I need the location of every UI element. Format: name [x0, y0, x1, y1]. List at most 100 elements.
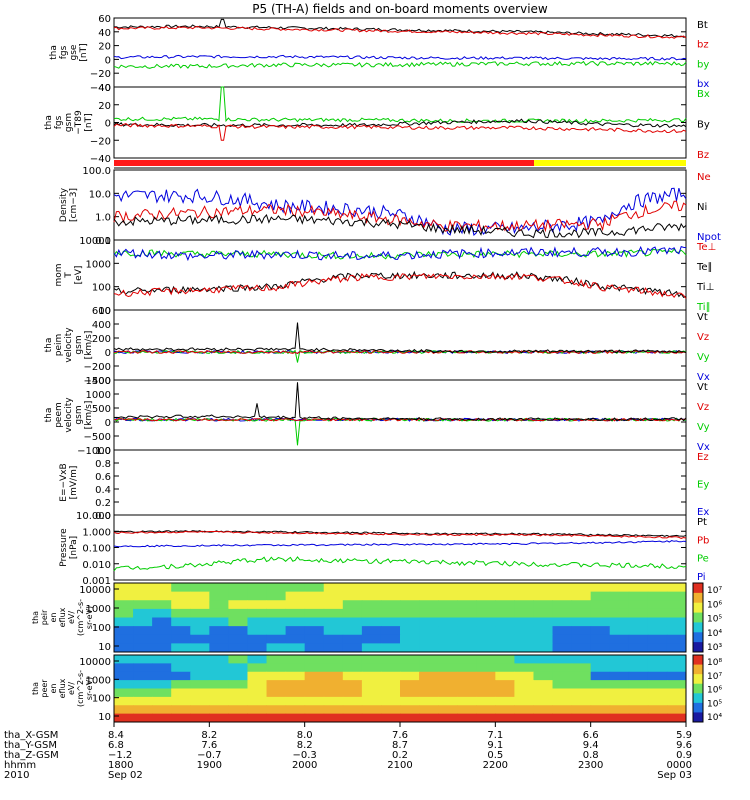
spectrogram-cell: [152, 671, 172, 681]
spectrogram-cell: [209, 643, 229, 653]
spectrogram-cell: [323, 680, 344, 690]
y-axis-label-line: tha: [49, 45, 59, 60]
series-line: [113, 382, 687, 422]
spectrogram-cell: [152, 696, 172, 706]
y-tick-label: 20: [98, 42, 111, 53]
spectrogram-cell: [400, 583, 420, 593]
spectrogram-cell: [476, 600, 496, 610]
spectrogram-cell: [533, 634, 554, 644]
y-axis-label: tha fgs gsm −T89 [nT]: [44, 110, 94, 135]
spectrogram-cell: [247, 617, 268, 627]
spectrogram-cell: [571, 688, 592, 698]
spectrogram-cell: [495, 608, 515, 619]
legend-Vy: Vy: [697, 352, 710, 363]
spectrogram-cell: [133, 680, 153, 690]
spectrogram-cell: [457, 663, 477, 673]
y-axis-label-line: peem: [54, 402, 64, 428]
spectrogram-cell: [438, 617, 458, 627]
spectrogram-cell: [361, 643, 382, 653]
spectrogram-cell: [590, 655, 611, 664]
spectrogram-cell: [628, 663, 649, 673]
spectrogram-cell: [476, 671, 496, 681]
spectrogram-cell: [266, 634, 287, 644]
spectrogram-cell: [380, 663, 401, 673]
spectrogram-cell: [495, 643, 515, 653]
y-tick-label: 10000: [79, 657, 111, 668]
spectrogram-cell: [419, 583, 439, 593]
spectrogram-cell: [552, 680, 573, 690]
y-axis-label-line: gse: [69, 44, 79, 60]
spectrogram-cell: [533, 591, 554, 601]
spectrogram-cell: [552, 591, 573, 601]
panel-frame: [113, 379, 687, 451]
series-line: [113, 417, 687, 422]
spectrogram-cell: [419, 680, 439, 690]
spectrogram-cell: [380, 591, 401, 601]
spectrogram-cell: [323, 663, 344, 673]
y-tick-label: 0.001: [82, 576, 111, 587]
colorbar-tick-label: 10⁸: [707, 658, 722, 668]
spectrogram-cell: [647, 600, 668, 610]
spectrogram-cell: [438, 591, 458, 601]
spectrogram-cell: [438, 696, 458, 706]
colorbar-tick-label: 10⁷: [707, 672, 722, 682]
spectrogram-cell: [133, 583, 153, 593]
legend-Vx: Vx: [697, 442, 710, 453]
spectrogram-cell: [228, 663, 248, 673]
y-axis-label-line: gsm: [74, 405, 84, 424]
spectrogram-cell: [171, 643, 191, 653]
panel-peim-vel: 600 400 200 0 −200 −400 tha peim velocity gsm [km/…: [44, 306, 710, 387]
legend-Bx: Bx: [697, 89, 710, 100]
spectrogram-cell: [438, 583, 458, 593]
spectrogram-cell: [228, 600, 248, 610]
spectrogram-cell: [323, 705, 344, 715]
spectrogram-cell: [361, 634, 382, 644]
spectrogram-cell: [247, 626, 268, 636]
spectrogram-cell: [457, 671, 477, 681]
spectrogram-cell: [533, 643, 554, 653]
spectrogram-cell: [209, 655, 229, 664]
spectrogram-cell: [342, 688, 363, 698]
spectrogram-cell: [209, 688, 229, 698]
spectrogram-cell: [590, 713, 611, 723]
y-tick-label: 10000: [79, 236, 111, 247]
legend-Pi: Pi: [697, 572, 706, 583]
y-axis-label: E=−VxB [mV/m]: [59, 463, 79, 501]
y-axis-label-line: tha: [31, 611, 40, 624]
spectrogram-cell: [571, 705, 592, 715]
spectrogram-cell: [228, 680, 248, 690]
y-tick-label: 0.1: [95, 236, 111, 247]
spectrogram-cell: [247, 713, 268, 723]
y-tick-label: 0.6: [95, 472, 111, 483]
spectrogram-cell: [438, 713, 458, 723]
spectrogram-cell: [514, 688, 534, 698]
legend-Bz: Bz: [697, 150, 709, 161]
spectrogram-cell: [171, 600, 191, 610]
spectrogram-cell: [285, 583, 306, 593]
legend-by: by: [697, 59, 709, 70]
spectrogram-cell: [266, 705, 287, 715]
y-tick-label: −20: [90, 69, 111, 80]
y-axis-label-line: gsm: [74, 335, 84, 354]
spectrogram-cell: [323, 643, 344, 653]
y-tick-label: 0: [105, 55, 111, 66]
spectrogram-cell: [666, 608, 687, 619]
spectrogram-cell: [609, 696, 630, 706]
spectrogram-cell: [647, 696, 668, 706]
spectrogram-cell: [647, 626, 668, 636]
spectrogram-cell: [476, 608, 496, 619]
spectrogram-cell: [552, 643, 573, 653]
spectrogram-cell: [285, 680, 306, 690]
spectrogram-cell: [133, 713, 153, 723]
spectrogram-cell: [228, 617, 248, 627]
colorbar-swatch: [693, 622, 703, 633]
orbit-value: 7.6: [201, 740, 217, 751]
spectrogram-cell: [152, 583, 172, 593]
spectrogram-cell: [419, 600, 439, 610]
spectrogram-cell: [342, 671, 363, 681]
spectrogram-cell: [495, 591, 515, 601]
